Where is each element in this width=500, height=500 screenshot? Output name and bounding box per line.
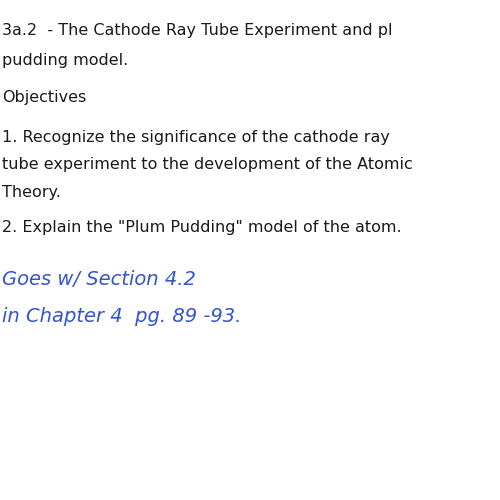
Text: Objectives: Objectives: [2, 90, 87, 105]
Text: Theory.: Theory.: [2, 185, 62, 200]
Text: pudding model.: pudding model.: [2, 52, 129, 68]
Text: Goes w/ Section 4.2: Goes w/ Section 4.2: [2, 270, 196, 289]
Text: in Chapter 4  pg. 89 -93.: in Chapter 4 pg. 89 -93.: [2, 308, 242, 326]
Text: tube experiment to the development of the Atomic: tube experiment to the development of th…: [2, 158, 413, 172]
Text: 2. Explain the "Plum Pudding" model of the atom.: 2. Explain the "Plum Pudding" model of t…: [2, 220, 402, 235]
Text: 1. Recognize the significance of the cathode ray: 1. Recognize the significance of the cat…: [2, 130, 390, 145]
Text: 3a.2  - The Cathode Ray Tube Experiment and pl: 3a.2 - The Cathode Ray Tube Experiment a…: [2, 22, 393, 38]
